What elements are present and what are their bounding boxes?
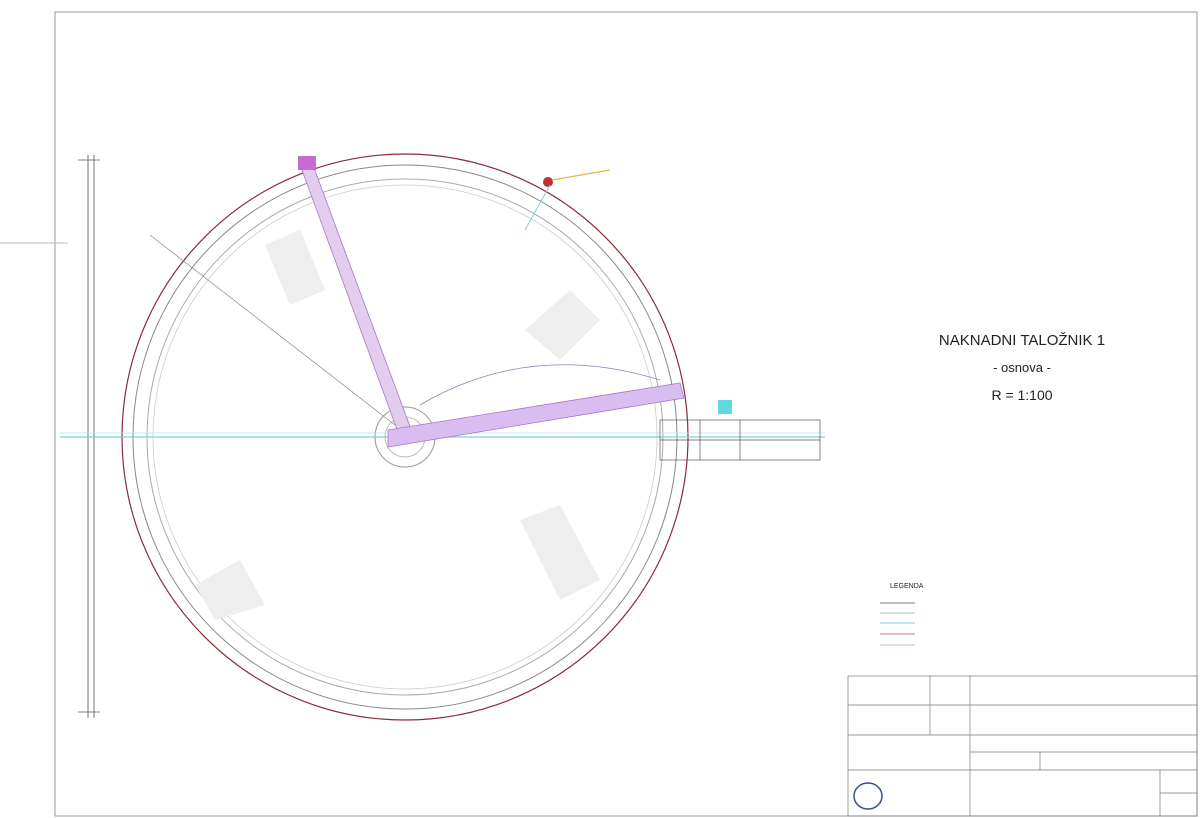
legend-title: LEGENDA [890,583,924,590]
drawing-scale: R = 1:100 [991,387,1052,403]
scraper-bridge [387,382,685,448]
title-block [847,675,1198,817]
drawing-subtitle: - osnova - [993,360,1051,375]
scraper-zones [195,230,600,620]
pipe-cyan [524,184,551,231]
bridge-arc [419,364,661,406]
sheet-frame [54,11,1198,817]
company-logo [853,782,883,810]
pipe [551,169,611,181]
drawing-title: NAKNADNI TALOŽNIK 1 [939,332,1105,349]
outlet-channel [659,419,821,461]
valve [543,177,553,187]
bridge-support [298,156,316,170]
outlet-shaft [718,400,732,414]
section-line [149,234,396,426]
legend-lines [880,602,915,646]
